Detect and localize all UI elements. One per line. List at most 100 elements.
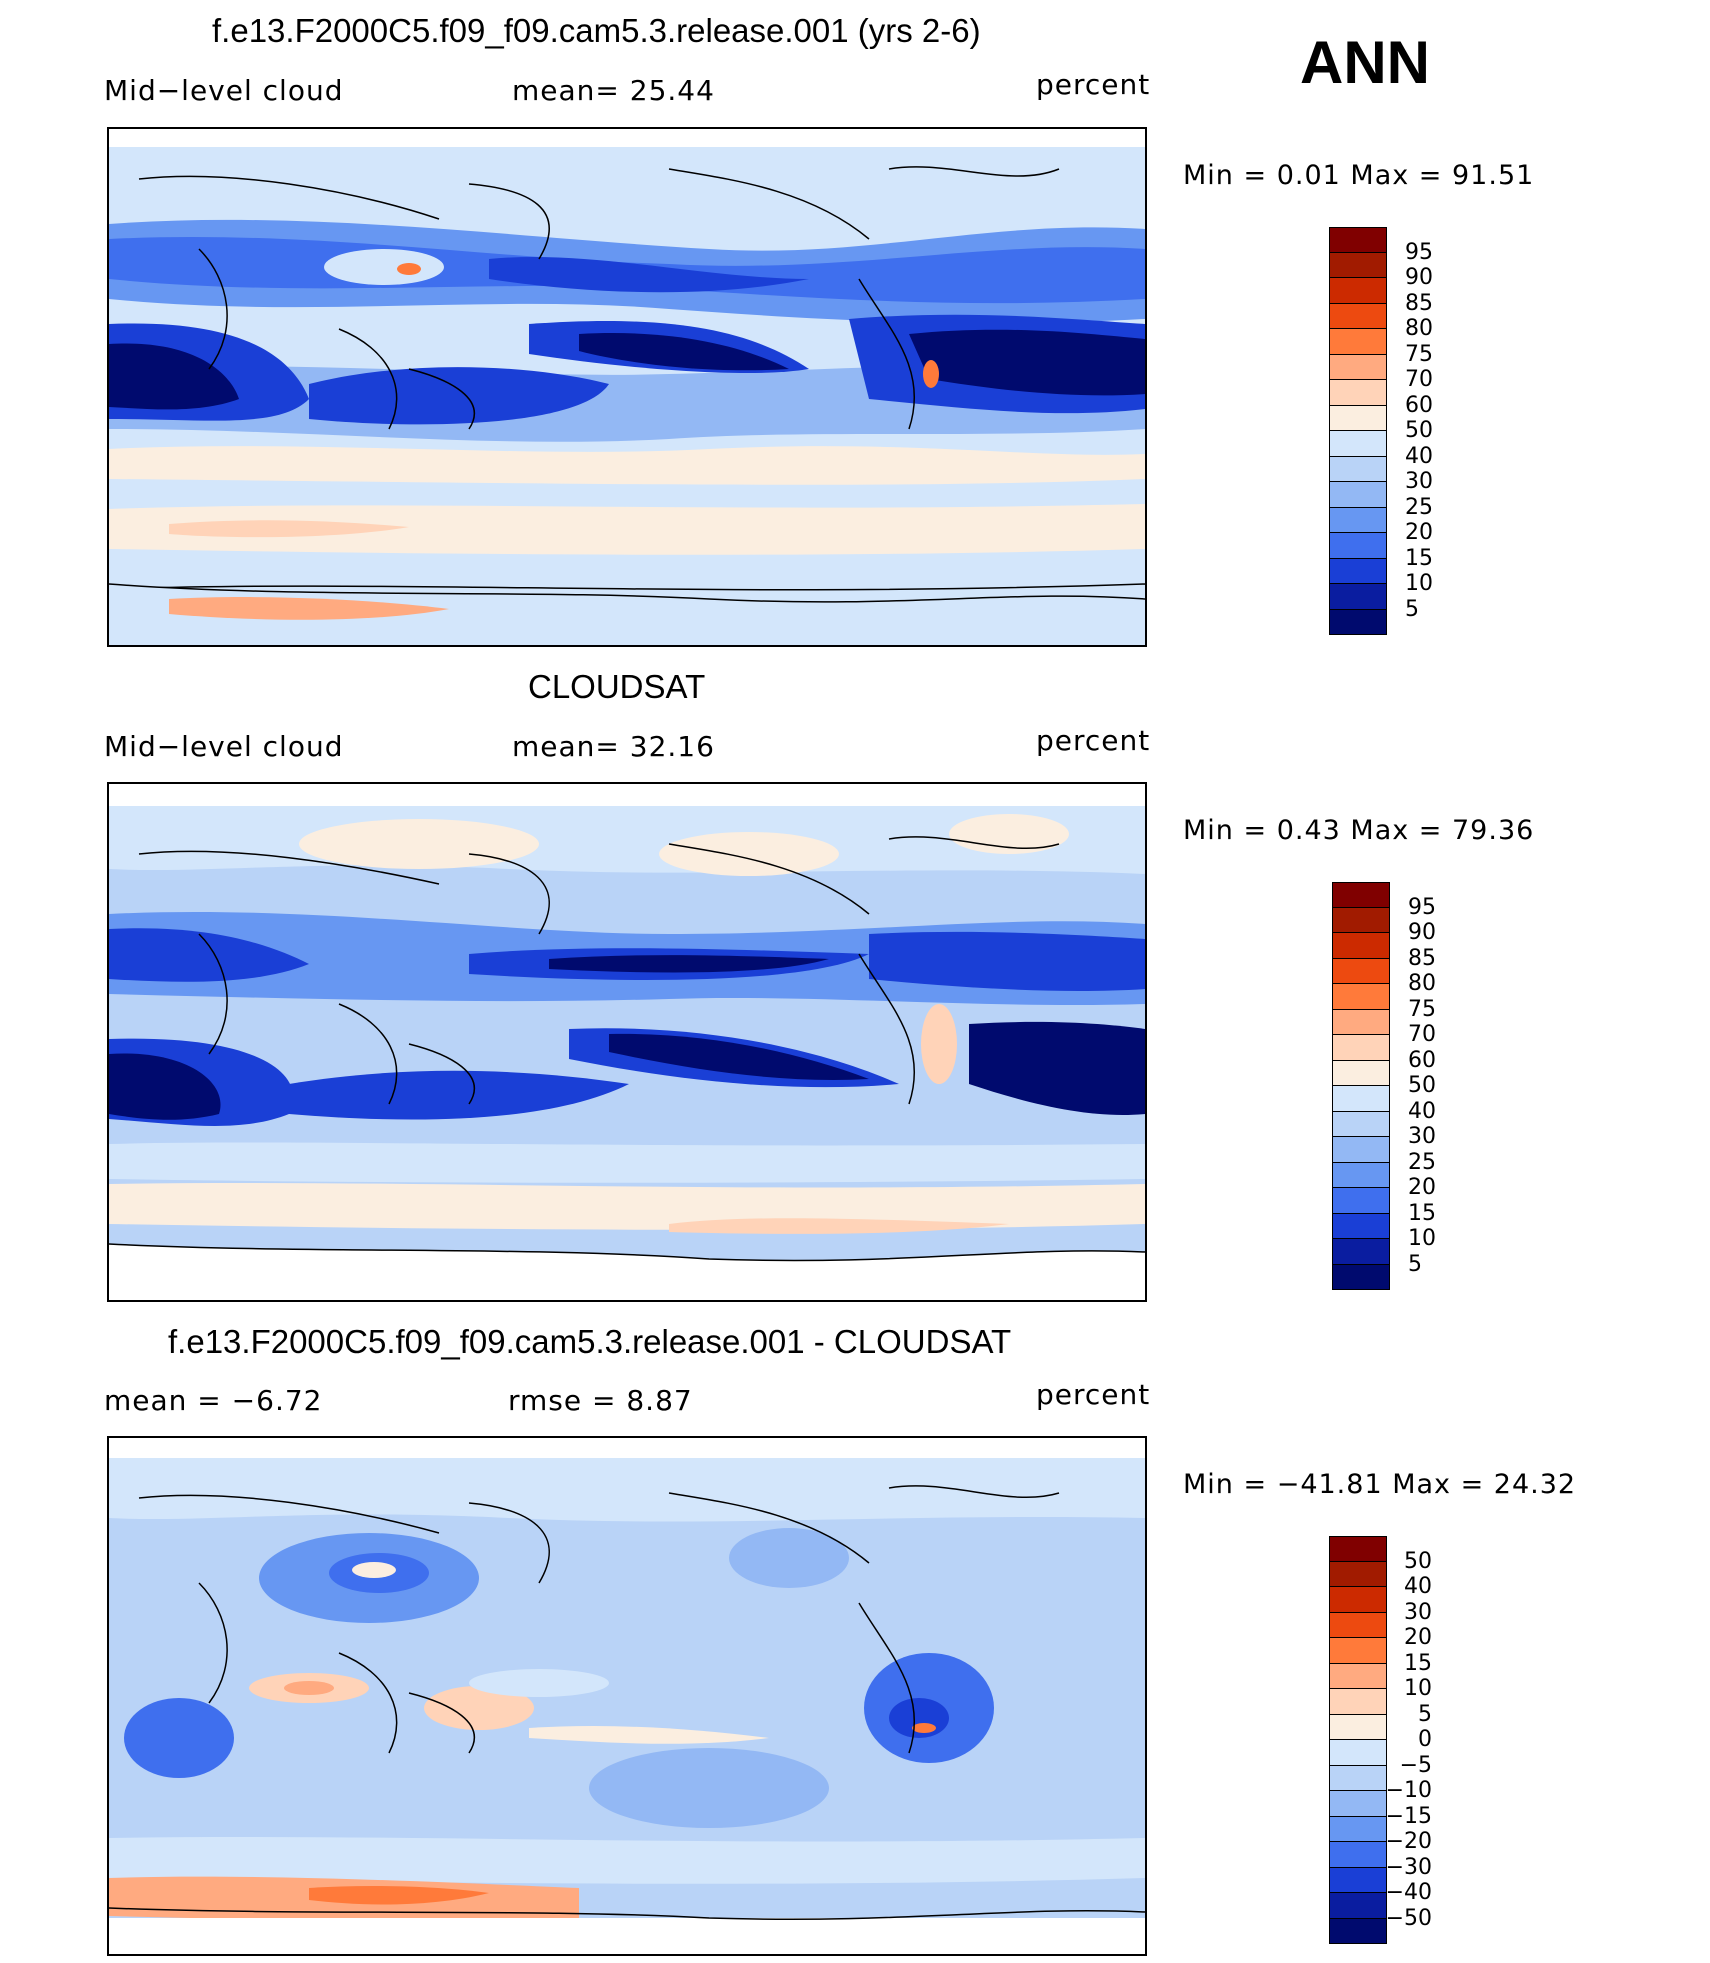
colorbar-level-label: 40 [1405, 443, 1433, 469]
colorbar-swatch [1332, 1060, 1390, 1086]
colorbar-swatch [1329, 431, 1387, 457]
colorbar-level-label: 10 [1405, 571, 1433, 596]
season-label: ANN [1300, 29, 1430, 96]
colorbar-swatch [1329, 1867, 1387, 1893]
colorbar-swatch [1329, 1689, 1387, 1715]
colorbar-level-label: 20 [1408, 1175, 1436, 1200]
colorbar-swatch [1329, 227, 1387, 253]
colorbar-level-label: 40 [1404, 1574, 1432, 1599]
panel-2-min-max: Min = 0.43 Max = 79.36 [1183, 815, 1535, 846]
colorbar-level-label: 95 [1405, 239, 1433, 265]
colorbar-level-label: 30 [1404, 1599, 1432, 1625]
panel-2-map-field [109, 784, 1145, 1300]
panel-3-mean-label: mean = −6.72 [104, 1384, 323, 1417]
colorbar-swatch [1332, 958, 1390, 984]
panel-1-title: f.e13.F2000C5.f09_f09.cam5.3.release.001… [212, 12, 981, 49]
panel-1-map: continent-outline-icon [107, 127, 1147, 647]
colorbar-level-label: 15 [1408, 1200, 1436, 1226]
colorbar-level-label: 80 [1405, 316, 1433, 341]
colorbar-swatch [1329, 1663, 1387, 1689]
colorbar-level-label: −30 [1385, 1854, 1432, 1880]
colorbar-level-label: 25 [1405, 494, 1433, 520]
colorbar-level-label: −15 [1385, 1803, 1432, 1829]
colorbar-level-label: 0 [1418, 1727, 1432, 1752]
colorbar-level-label: 60 [1405, 392, 1433, 418]
colorbar-level-label: 75 [1408, 996, 1436, 1022]
colorbar-level-label: 20 [1405, 520, 1433, 545]
colorbar-swatch [1332, 1239, 1390, 1265]
colorbar-level-label: 75 [1405, 341, 1433, 367]
colorbar-swatch [1329, 584, 1387, 610]
colorbar-level-label: 85 [1408, 945, 1436, 971]
panel-1-mean-label: mean= 25.44 [512, 74, 715, 107]
colorbar-level-label: 10 [1404, 1676, 1432, 1701]
panel-3-map-field [109, 1438, 1145, 1954]
colorbar-level-label: 80 [1408, 971, 1436, 996]
colorbar-swatch [1332, 1264, 1390, 1290]
colorbar-swatch [1329, 278, 1387, 304]
colorbar-level-label: −50 [1385, 1905, 1432, 1931]
colorbar-swatch [1329, 456, 1387, 482]
colorbar-swatch [1329, 507, 1387, 533]
panel-3-colorbar [1329, 1536, 1387, 1944]
panel-2-units: percent [1036, 724, 1151, 757]
colorbar-swatch [1332, 1188, 1390, 1214]
colorbar-swatch [1329, 1918, 1387, 1944]
colorbar-swatch [1332, 933, 1390, 959]
colorbar-swatch [1332, 1086, 1390, 1112]
panel-1-colorbar [1329, 227, 1387, 635]
panel-3-units: percent [1036, 1378, 1151, 1411]
panel-2-mean-label: mean= 32.16 [512, 730, 715, 763]
colorbar-level-label: 15 [1405, 545, 1433, 571]
colorbar-swatch [1329, 1740, 1387, 1766]
colorbar-level-label: 90 [1408, 920, 1436, 945]
colorbar-level-label: −40 [1385, 1880, 1432, 1905]
panel-3-min-max: Min = −41.81 Max = 24.32 [1183, 1469, 1577, 1500]
colorbar-level-label: 30 [1405, 469, 1433, 494]
colorbar-swatch [1329, 405, 1387, 431]
colorbar-swatch [1332, 1162, 1390, 1188]
colorbar-swatch [1329, 252, 1387, 278]
panel-1-units: percent [1036, 68, 1151, 101]
colorbar-level-label: 25 [1408, 1149, 1436, 1175]
colorbar-swatch [1329, 1536, 1387, 1562]
colorbar-level-label: 90 [1405, 265, 1433, 290]
colorbar-swatch [1329, 380, 1387, 406]
panel-1-variable-label: Mid−level cloud [104, 74, 344, 107]
colorbar-swatch [1332, 1035, 1390, 1061]
panel-1-map-field: continent-outline-icon [109, 129, 1145, 645]
colorbar-swatch [1332, 1137, 1390, 1163]
colorbar-level-label: 50 [1408, 1073, 1436, 1098]
colorbar-level-label: 70 [1408, 1022, 1436, 1047]
colorbar-level-label: 95 [1408, 894, 1436, 920]
colorbar-swatch [1329, 329, 1387, 355]
colorbar-swatch [1329, 1587, 1387, 1613]
panel-2-colorbar [1332, 882, 1390, 1290]
colorbar-swatch [1329, 1612, 1387, 1638]
panel-3-map [107, 1436, 1147, 1956]
colorbar-level-label: 5 [1418, 1701, 1432, 1727]
colorbar-level-label: 70 [1405, 367, 1433, 392]
panel-2-variable-label: Mid−level cloud [104, 730, 344, 763]
colorbar-swatch [1329, 1714, 1387, 1740]
colorbar-swatch [1329, 609, 1387, 635]
colorbar-swatch [1329, 303, 1387, 329]
colorbar-swatch [1329, 1561, 1387, 1587]
colorbar-swatch [1329, 1842, 1387, 1868]
colorbar-swatch [1332, 1213, 1390, 1239]
panel-1-min-max: Min = 0.01 Max = 91.51 [1183, 160, 1535, 191]
colorbar-level-label: 50 [1404, 1548, 1432, 1574]
colorbar-level-label: 30 [1408, 1124, 1436, 1149]
colorbar-level-label: 85 [1405, 290, 1433, 316]
colorbar-swatch [1332, 1111, 1390, 1137]
colorbar-swatch [1332, 882, 1390, 908]
colorbar-swatch [1329, 1816, 1387, 1842]
colorbar-swatch [1332, 1009, 1390, 1035]
colorbar-level-label: 15 [1404, 1650, 1432, 1676]
colorbar-level-label: 40 [1408, 1098, 1436, 1124]
panel-3-rmse-label: rmse = 8.87 [508, 1384, 693, 1417]
colorbar-swatch [1329, 354, 1387, 380]
colorbar-swatch [1329, 482, 1387, 508]
colorbar-swatch [1332, 984, 1390, 1010]
colorbar-level-label: −5 [1399, 1752, 1432, 1778]
